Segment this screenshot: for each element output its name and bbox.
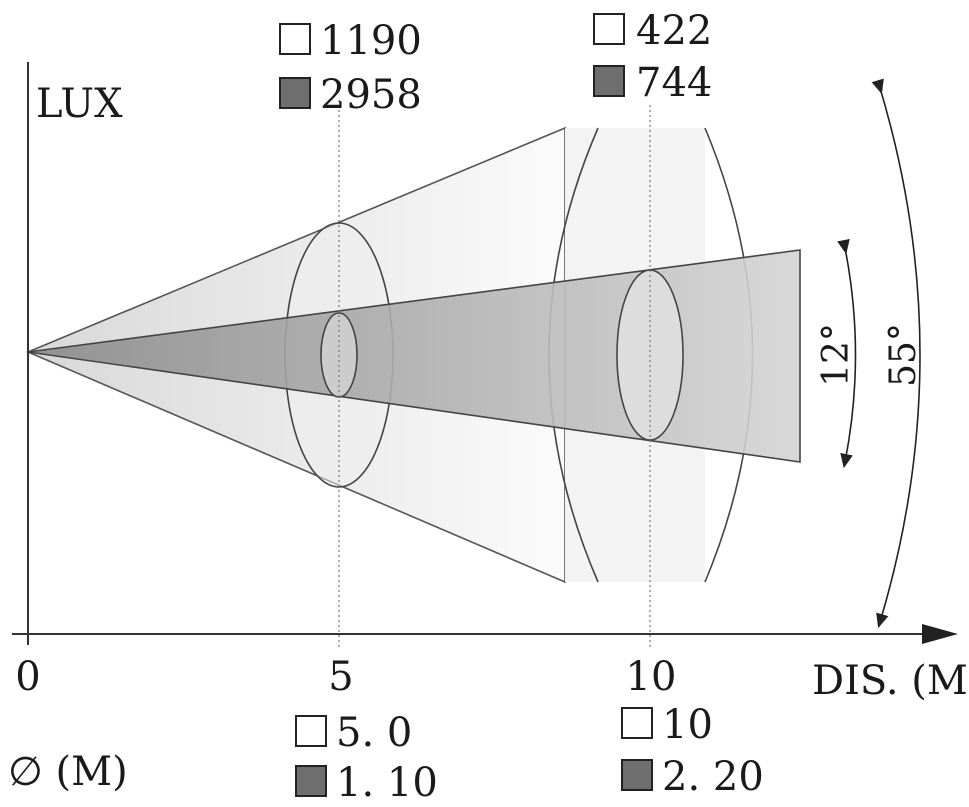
- y-axis-label: LUX: [36, 81, 123, 127]
- wide-angle-label: 55°: [883, 323, 924, 387]
- x-tick-0: 0: [15, 654, 40, 700]
- diameter-10m-wide-swatch: [621, 707, 653, 739]
- x-tick-10: 10: [626, 654, 677, 700]
- narrow-beam-cone: [27, 249, 801, 463]
- diameter-10m-narrow-swatch: [621, 759, 653, 791]
- lux-10m-wide-swatch: [593, 13, 625, 45]
- lux-10m-narrow-value: 744: [636, 60, 712, 106]
- lux-10m-narrow-swatch: [593, 65, 625, 97]
- x-tick-5: 5: [328, 654, 353, 700]
- lux-10m-wide-value: 422: [636, 8, 712, 54]
- wide-angle-arc: [871, 78, 921, 629]
- diameter-5m-wide-value: 5. 0: [336, 710, 412, 756]
- narrow-angle-label: 12°: [816, 323, 857, 387]
- diameter-5m-narrow-value: 1. 10: [336, 760, 438, 806]
- diameter-10m-narrow-value: 2. 20: [662, 754, 764, 800]
- lux-5m-wide-value: 1190: [320, 18, 422, 64]
- diameter-label: ∅ (M): [8, 749, 128, 795]
- diameter-5m-narrow-swatch: [295, 765, 327, 797]
- lux-5m-narrow-value: 2958: [320, 72, 422, 118]
- x-axis-label: DIS. (M): [812, 658, 969, 704]
- x-axis-arrow: [922, 624, 958, 644]
- diameter-5m-wide-swatch: [295, 715, 327, 747]
- diameter-10m-wide-value: 10: [662, 702, 713, 748]
- narrow-angle-arc: [837, 238, 857, 469]
- lux-5m-narrow-swatch: [279, 77, 311, 109]
- lux-5m-wide-swatch: [279, 23, 311, 55]
